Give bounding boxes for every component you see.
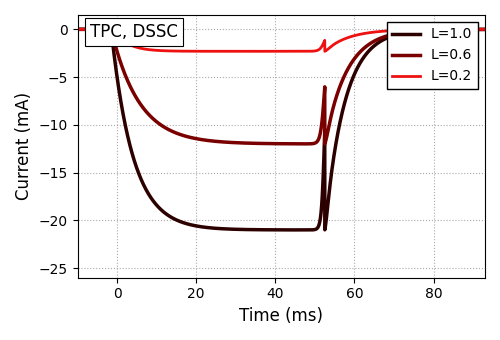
Text: TPC, DSSC: TPC, DSSC [90,23,178,41]
L=1.0 [76,27,82,31]
L=0.2 [76,27,82,31]
L=0.6 [274,142,280,146]
Line: L=0.6: L=0.6 [78,29,485,144]
L=0.6 [154,120,160,124]
Y-axis label: Current (mA): Current (mA) [15,92,33,200]
L=0.2 [99,27,105,31]
L=0.6 [92,27,98,31]
L=1.0 [482,27,488,31]
L=0.6 [74,27,80,31]
L=0.2 [460,27,466,31]
L=0.6 [99,27,105,31]
L=1.0 [460,28,466,32]
L=0.2 [154,48,160,52]
L=0.2 [274,49,280,53]
Legend: L=1.0, L=0.6, L=0.2: L=1.0, L=0.6, L=0.2 [386,22,478,89]
L=0.6 [302,142,308,146]
Line: L=0.2: L=0.2 [78,29,485,51]
L=0.6 [76,27,82,31]
L=0.6 [482,27,488,31]
L=1.0 [74,27,80,31]
Line: L=1.0: L=1.0 [78,29,485,230]
X-axis label: Time (ms): Time (ms) [240,307,324,325]
L=1.0 [154,204,160,208]
L=0.2 [92,27,98,31]
L=0.2 [482,27,488,31]
L=0.2 [74,27,80,31]
L=0.6 [460,28,466,32]
L=0.2 [287,49,293,53]
L=1.0 [304,228,310,232]
L=1.0 [92,27,98,31]
L=1.0 [99,27,105,31]
L=1.0 [274,228,280,232]
